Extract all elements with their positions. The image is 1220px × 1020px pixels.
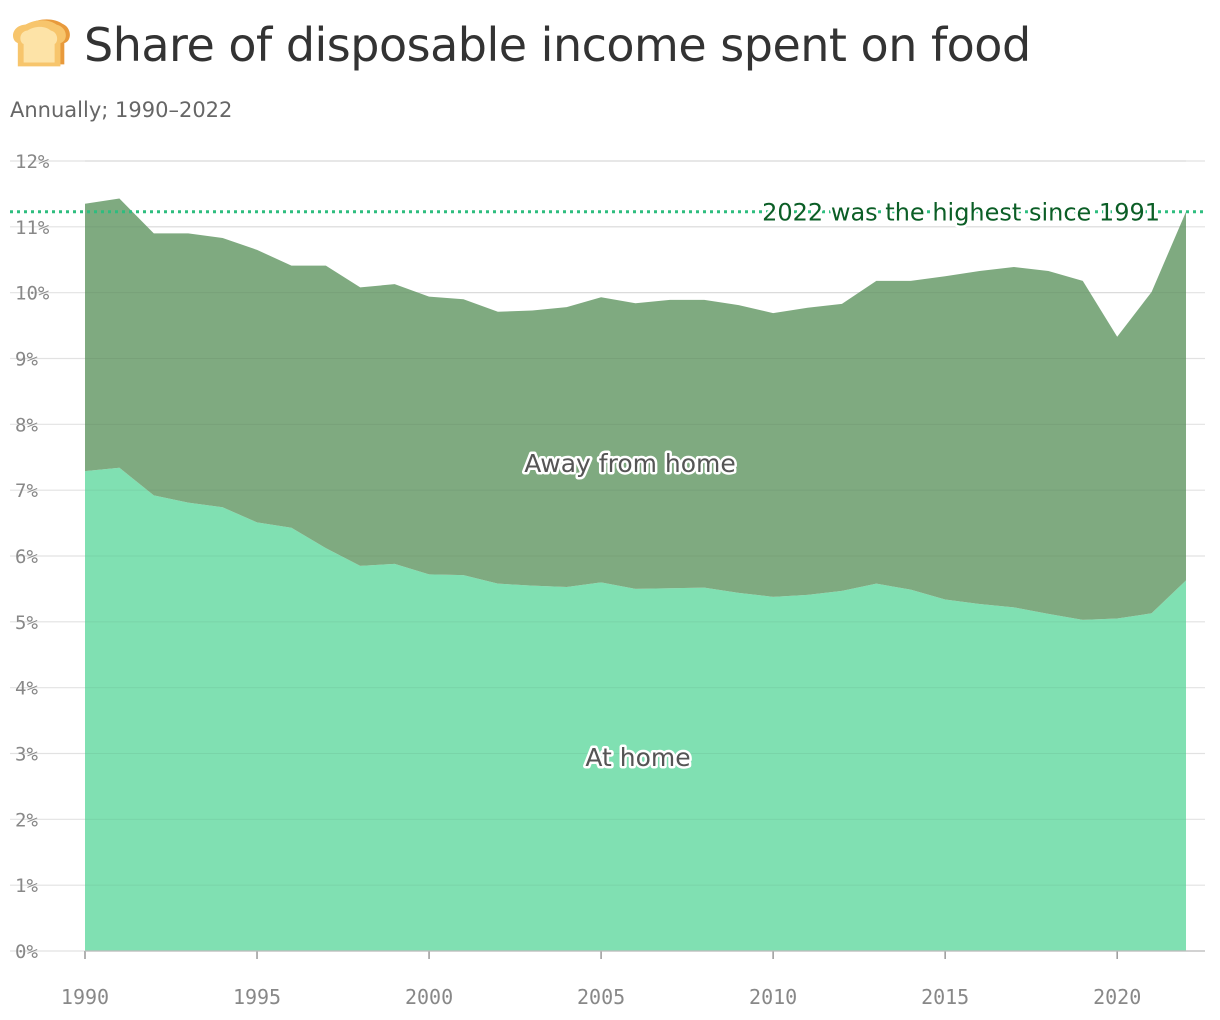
y-tick-label: 7% (15, 480, 38, 502)
series-label-away-from-home: Away from home (524, 449, 736, 478)
y-tick-label: 11% (15, 217, 50, 239)
y-tick-label: 4% (15, 678, 38, 700)
series-label-at-home: At home (585, 743, 690, 772)
x-tick-label: 2005 (577, 985, 625, 1009)
y-tick-label: 10% (15, 283, 50, 305)
x-tick-label: 1995 (233, 985, 281, 1009)
y-tick-label: 6% (15, 546, 38, 568)
x-tick-label: 2010 (749, 985, 797, 1009)
y-tick-label: 0% (15, 941, 38, 963)
chart-subtitle: Annually; 1990–2022 (10, 98, 233, 122)
y-tick-label: 1% (15, 875, 38, 897)
x-tick-label: 2015 (921, 985, 969, 1009)
chart-header: Share of disposable income spent on food (12, 14, 1031, 76)
axes: 0% 1% 2% 3% 4% 5% 6% 7% 8% 9% 10% 11% 12% 1990 1995 200… (15, 151, 1205, 1009)
bread-icon (12, 14, 74, 76)
away-from-home-area (85, 198, 1186, 620)
y-tick-label: 8% (15, 414, 38, 436)
x-tick-label: 2000 (405, 985, 453, 1009)
y-tick-label: 5% (15, 612, 38, 634)
at-home-area (85, 467, 1186, 951)
y-tick-label: 9% (15, 349, 38, 371)
x-tick-label: 1990 (61, 985, 109, 1009)
series-labels: Away from home At home (522, 447, 739, 775)
x-tick-label: 2020 (1093, 985, 1141, 1009)
y-tick-label: 3% (15, 744, 38, 766)
chart-title: Share of disposable income spent on food (84, 18, 1031, 72)
y-tick-label: 2% (15, 809, 38, 831)
reference-line-group: 2022 was the highest since 1991 (10, 196, 1205, 229)
stacked-areas (85, 160, 1186, 952)
y-tick-label: 12% (15, 151, 50, 173)
reference-line-annotation: 2022 was the highest since 1991 (762, 199, 1160, 227)
